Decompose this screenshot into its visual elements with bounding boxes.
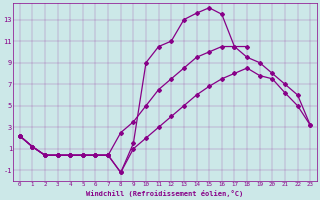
X-axis label: Windchill (Refroidissement éolien,°C): Windchill (Refroidissement éolien,°C): [86, 190, 244, 197]
